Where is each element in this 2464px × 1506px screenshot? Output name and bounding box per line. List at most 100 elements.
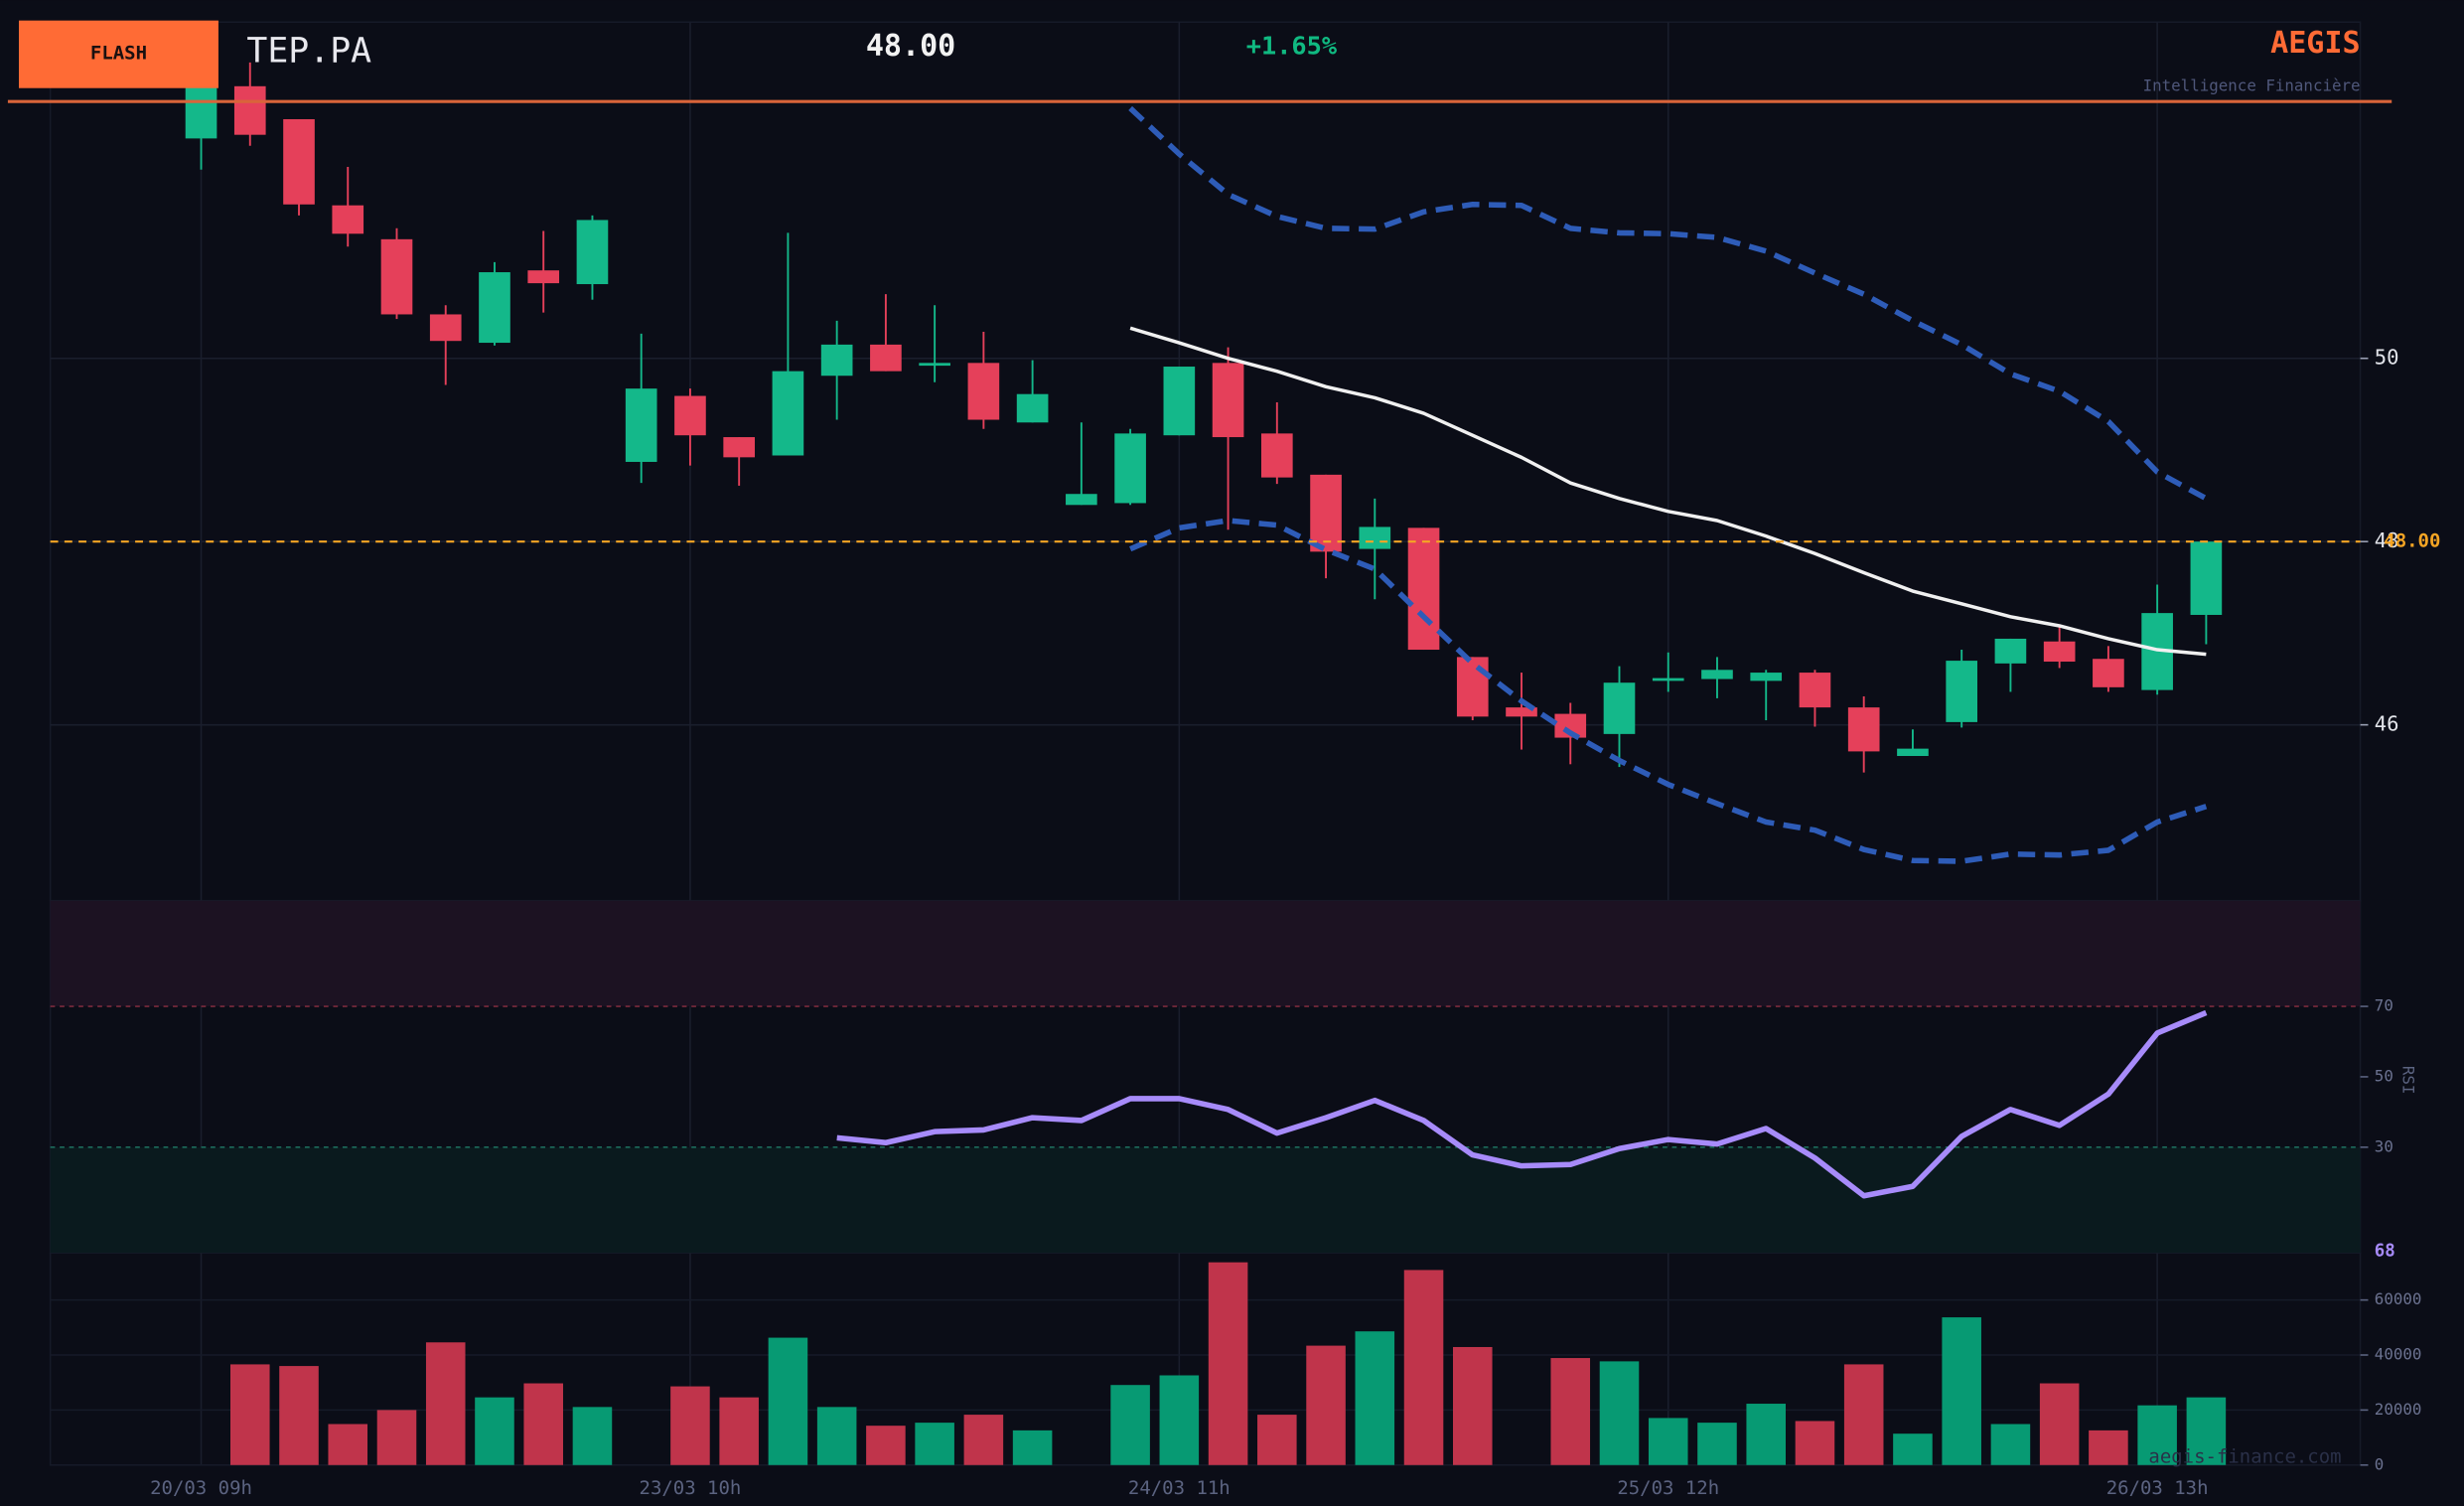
- volume-bar: [475, 1397, 514, 1465]
- candle-body: [185, 85, 217, 139]
- volume-bar: [2137, 1405, 2177, 1465]
- tagline: Intelligence Financière: [2143, 76, 2361, 95]
- candle-body: [723, 437, 755, 458]
- volume-bar: [1746, 1404, 1786, 1465]
- price: 48.00: [866, 29, 955, 64]
- volume-bar: [1648, 1418, 1688, 1465]
- candle-body: [1310, 474, 1342, 552]
- volume-bar: [1208, 1262, 1248, 1465]
- candle-body: [1946, 661, 1978, 722]
- candle-body: [1554, 713, 1587, 738]
- candle-body: [2190, 541, 2223, 615]
- candle-body: [1750, 673, 1783, 681]
- candle-body: [1016, 393, 1049, 423]
- badge: [18, 20, 218, 88]
- volume-bar: [1403, 1270, 1444, 1465]
- candle-body: [283, 119, 315, 205]
- volume-bar: [572, 1407, 613, 1465]
- candle-body: [1847, 707, 1880, 752]
- volume-bar: [963, 1415, 1004, 1465]
- brand: AEGIS: [2270, 26, 2360, 61]
- y-tick-label: 70: [2375, 996, 2393, 1015]
- volume-bar: [425, 1342, 466, 1465]
- x-tick-label: 23/03 10h: [640, 1477, 742, 1499]
- axis-title: RSI: [2399, 1066, 2418, 1095]
- candle-body: [479, 272, 510, 344]
- volume-bar: [328, 1424, 368, 1465]
- candle-body: [919, 363, 950, 367]
- candle-body: [1701, 670, 1733, 679]
- volume-bar: [523, 1383, 563, 1465]
- volume-bar: [2186, 1397, 2227, 1465]
- x-tick-label: 20/03 09h: [150, 1477, 252, 1499]
- candle-body: [1163, 367, 1196, 436]
- candle-body: [233, 85, 266, 135]
- volume-bar: [866, 1426, 906, 1465]
- volume-bar: [670, 1386, 710, 1465]
- volume-bar: [816, 1407, 857, 1465]
- candle-body: [380, 238, 413, 315]
- candle-body: [1897, 748, 1929, 757]
- volume-bar: [279, 1366, 319, 1465]
- oversold-zone: [50, 1146, 2361, 1254]
- volume-bar: [229, 1364, 270, 1465]
- header: FLASH TEP.PA 48.00 +1.65% AEGIS Intellig…: [7, 20, 2392, 1467]
- y-tick-label: 50: [2375, 346, 2399, 370]
- candle-body: [576, 220, 609, 285]
- volume-bar: [1306, 1345, 1346, 1465]
- volume-bar: [1843, 1364, 1884, 1465]
- candle-body: [527, 270, 560, 284]
- volume-bar: [1159, 1375, 1200, 1465]
- volume-bar: [1697, 1423, 1737, 1465]
- y-tick-label: 60000: [2375, 1289, 2422, 1308]
- candle-body: [1407, 527, 1440, 651]
- candle-body: [772, 371, 804, 456]
- candle-body: [1066, 494, 1097, 506]
- volume-bar: [1795, 1421, 1835, 1465]
- candle-body: [820, 344, 853, 376]
- volume-bar: [1257, 1415, 1297, 1465]
- candle-body: [870, 344, 902, 372]
- volume-bar: [1550, 1358, 1591, 1465]
- candle-body: [332, 205, 364, 234]
- candle-body: [674, 395, 706, 436]
- volume-bar: [1355, 1331, 1395, 1465]
- volume-bar: [1452, 1346, 1493, 1465]
- candle-body: [2093, 659, 2124, 687]
- last-price-label: 48.00: [2384, 530, 2440, 552]
- overbought-zone: [50, 900, 2361, 1007]
- y-tick-label: 50: [2375, 1066, 2393, 1085]
- volume-bar: [768, 1337, 808, 1465]
- plot-area: 20/03 09h 23/03 10h 24/03 11h 25/03 12h 26/0…: [49, 21, 2440, 1499]
- candle-body: [1359, 527, 1391, 549]
- x-tick-label: 25/03 12h: [1617, 1477, 1719, 1499]
- candle-body: [1506, 707, 1537, 717]
- candle-body: [1652, 678, 1684, 681]
- y-tick-label: 46: [2375, 712, 2399, 736]
- volume-bar: [1012, 1430, 1053, 1465]
- volume-bar: [1990, 1424, 2031, 1465]
- y-tick-label: 40000: [2375, 1345, 2422, 1364]
- y-tick-label: 20000: [2375, 1400, 2422, 1419]
- watermark: aegis-finance.com: [2148, 1445, 2341, 1467]
- x-tick-label: 24/03 11h: [1128, 1477, 1231, 1499]
- ticker: TEP.PA: [246, 31, 371, 71]
- candle-body: [1799, 673, 1831, 708]
- volume-bar: [915, 1423, 954, 1465]
- x-tick-label: 26/03 13h: [2106, 1477, 2209, 1499]
- volume-bar: [1110, 1385, 1150, 1465]
- current-value-label: 68: [2375, 1242, 2395, 1262]
- volume-bar: [719, 1397, 759, 1465]
- volume-bar: [2089, 1430, 2128, 1465]
- candle-body: [1603, 682, 1636, 734]
- band-line: [1128, 105, 2208, 502]
- candle-body: [1212, 363, 1244, 438]
- volume-bar: [1599, 1361, 1640, 1465]
- volume-bar: [376, 1410, 417, 1465]
- candle-body: [1260, 433, 1293, 478]
- candle-body: [1994, 638, 2027, 664]
- candle-body: [625, 388, 657, 462]
- badge-text: FLASH: [90, 42, 147, 64]
